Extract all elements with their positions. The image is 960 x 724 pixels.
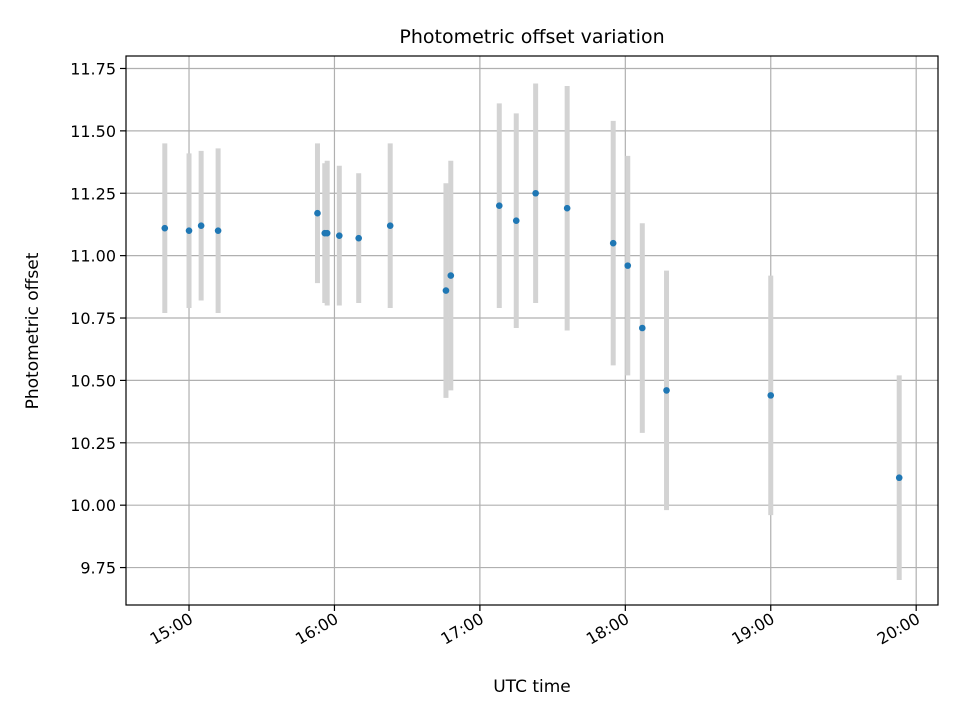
data-point — [355, 234, 362, 242]
data-points — [161, 189, 903, 482]
y-axis: 9.75 10.00 10.25 10.50 10.75 11.00 11.25 11.50 1… — [70, 59, 126, 578]
data-point — [609, 239, 617, 247]
data-point — [495, 202, 503, 210]
y-axis-label: Photometric offset — [23, 252, 43, 409]
data-point — [532, 189, 539, 197]
y-tick-label: 11.25 — [70, 184, 116, 203]
chart-title: Photometric offset variation — [399, 26, 664, 48]
data-point — [185, 227, 193, 234]
data-point — [638, 324, 646, 332]
y-tick-label: 11.75 — [70, 59, 116, 78]
y-tick-label: 11.00 — [70, 247, 116, 266]
data-point — [214, 227, 222, 234]
y-tick-label: 10.75 — [70, 309, 116, 328]
grid — [126, 56, 938, 605]
data-point — [563, 204, 571, 212]
y-tick-label: 10.00 — [70, 496, 116, 515]
data-point — [624, 262, 632, 269]
x-axis-label: UTC time — [493, 677, 571, 697]
data-point — [663, 387, 670, 394]
data-point — [336, 232, 343, 239]
data-point — [512, 217, 520, 224]
y-tick-label: 11.50 — [70, 122, 116, 141]
data-point — [895, 474, 903, 482]
plot-frame — [125, 55, 939, 606]
data-point — [197, 222, 205, 229]
data-point — [323, 229, 331, 237]
data-point — [161, 224, 169, 232]
data-point — [767, 392, 775, 399]
data-point — [314, 209, 321, 217]
y-tick-label: 10.50 — [70, 371, 116, 390]
y-tick-label: 9.75 — [80, 559, 116, 578]
data-point — [447, 272, 455, 279]
data-point — [386, 222, 394, 229]
y-tick-label: 10.25 — [70, 434, 116, 453]
data-point — [442, 287, 450, 294]
